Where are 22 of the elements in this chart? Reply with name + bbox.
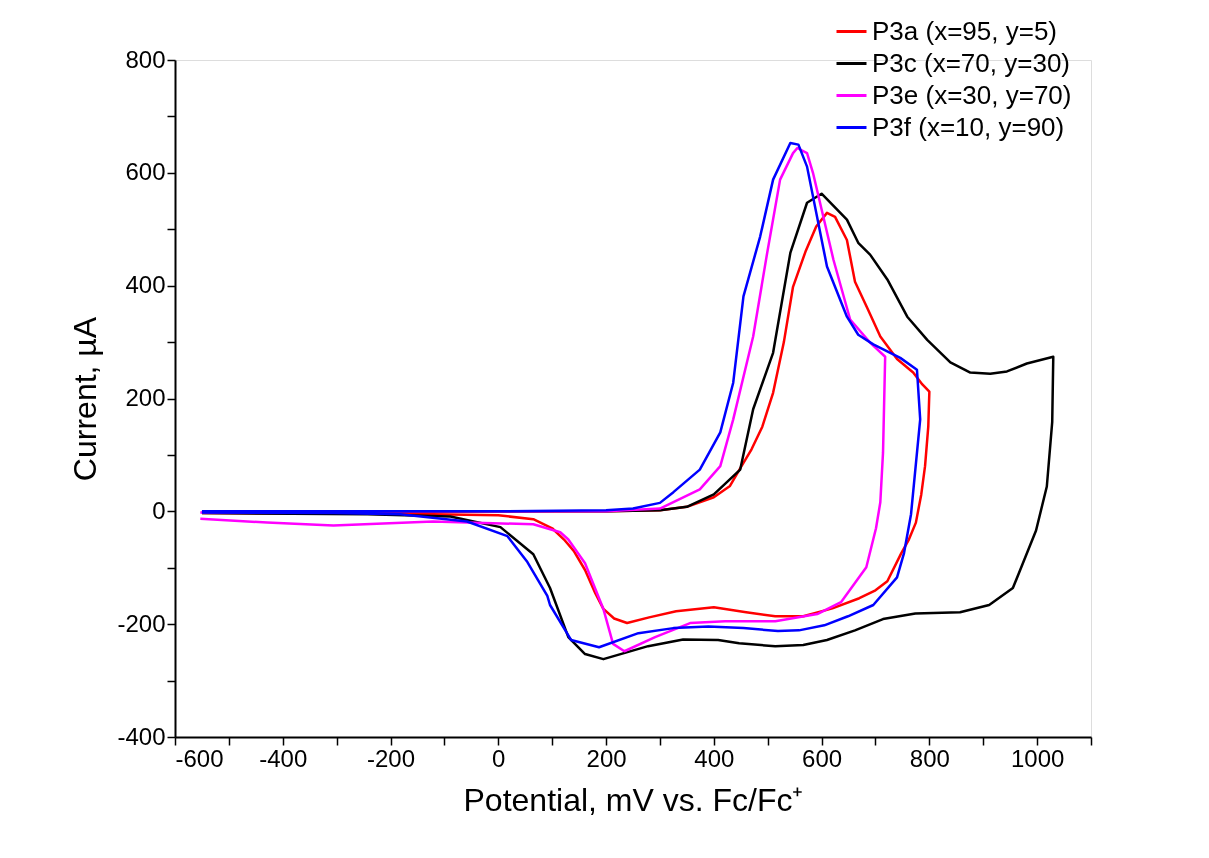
x-tick-label: 0	[492, 744, 506, 772]
x-tick-label: -600	[175, 744, 224, 772]
x-tick-label: 600	[802, 744, 843, 772]
legend-label: P3a (x=95, y=5)	[872, 15, 1057, 46]
x-tick-label: 400	[694, 744, 735, 772]
y-axis-title: Current, µA	[67, 316, 104, 482]
y-tick-label: -400	[117, 722, 166, 750]
legend-label: P3f (x=10, y=90)	[872, 111, 1065, 142]
y-tick-label: 200	[125, 384, 166, 411]
y-tick-label: 600	[125, 158, 166, 186]
x-tick-label: -400	[259, 744, 308, 772]
x-axis-title: Potential, mV vs. Fc/Fc⁺	[463, 781, 804, 818]
legend-label: P3e (x=30, y=70)	[872, 79, 1072, 110]
y-tick-label: 400	[125, 271, 166, 299]
y-tick-label: -200	[117, 609, 166, 637]
y-tick-label: 0	[152, 496, 166, 524]
x-tick-label: 800	[909, 744, 950, 772]
legend-label: P3c (x=70, y=30)	[872, 47, 1070, 78]
x-tick-label: -200	[367, 744, 416, 772]
y-tick-label: 800	[125, 45, 166, 73]
x-tick-label: 1000	[1010, 744, 1065, 772]
x-tick-label: 200	[586, 744, 627, 772]
